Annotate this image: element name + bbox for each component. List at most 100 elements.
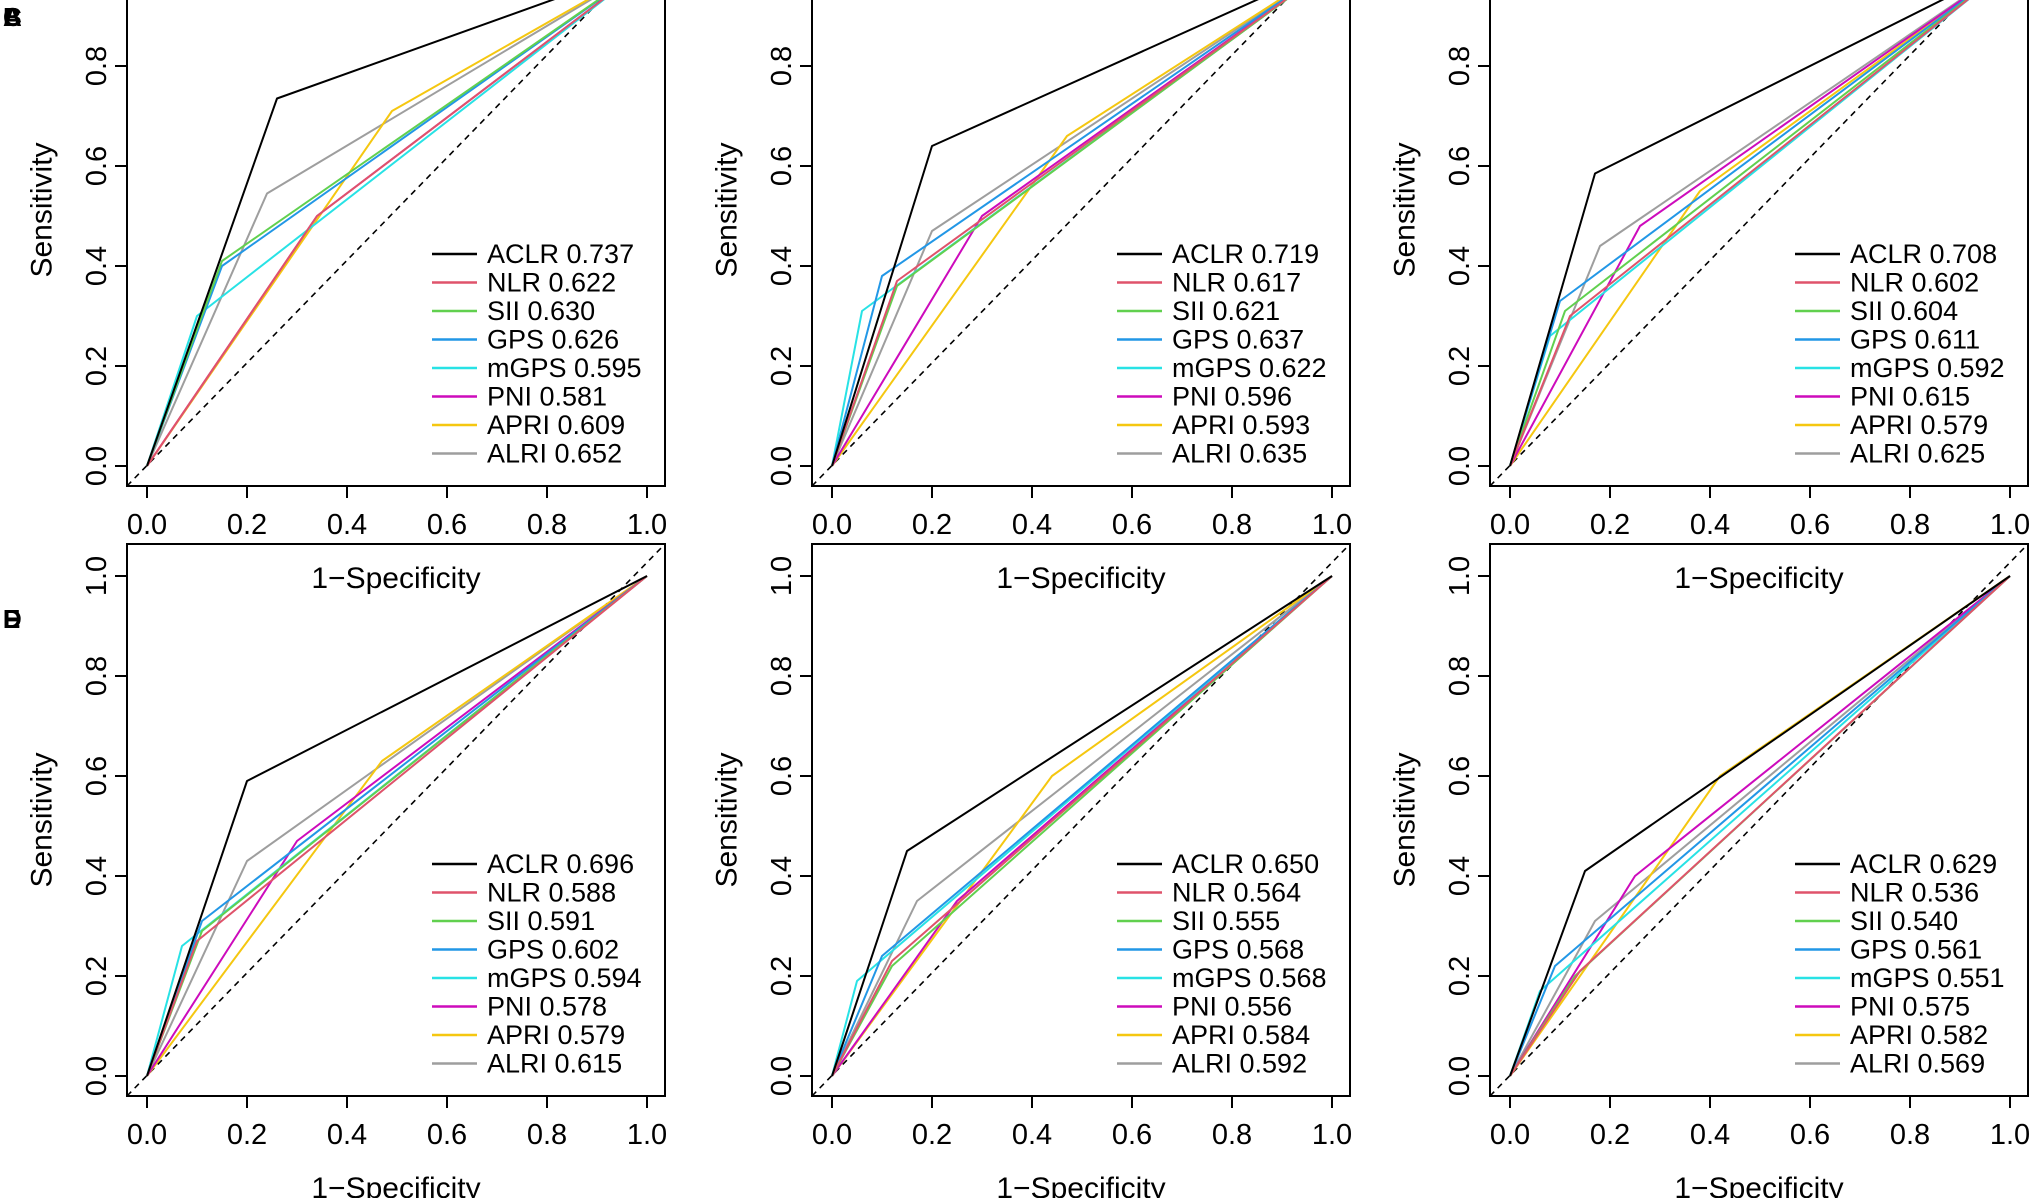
- y-tick-label: 0.2: [766, 346, 798, 386]
- y-tick-label: 0.4: [81, 246, 113, 286]
- roc-curve-apri: [831, 575, 1333, 1077]
- roc-curve-sii: [1509, 0, 1968, 467]
- legend-label-gps: GPS 0.626: [487, 325, 619, 355]
- legend-label-nlr: NLR 0.602: [1850, 268, 1979, 298]
- roc-curve-aclr: [831, 575, 1333, 1077]
- legend-label-pni: PNI 0.615: [1850, 382, 1970, 412]
- plot-frame: [126, 0, 666, 487]
- y-tick-label: 0.0: [766, 1056, 798, 1096]
- x-tick-label: 0.2: [227, 509, 267, 541]
- legend-label-alri: ALRI 0.592: [1172, 1049, 1307, 1079]
- x-axis-label: 1−Specificity: [996, 1172, 1165, 1198]
- legend-label-mgps: mGPS 0.568: [1172, 963, 1327, 993]
- y-axis-label: Sensitivity: [26, 752, 59, 887]
- legend-label-alri: ALRI 0.635: [1172, 439, 1307, 469]
- x-tick-label: 0.8: [527, 1119, 567, 1151]
- panel-letter-c: C: [3, 2, 22, 32]
- y-tick-label: 0.4: [766, 246, 798, 286]
- legend-label-mgps: mGPS 0.551: [1850, 963, 2005, 993]
- roc-curve-gps: [831, 0, 1285, 467]
- legend-label-alri: ALRI 0.652: [487, 439, 622, 469]
- y-axis-label: Sensitivity: [711, 752, 744, 887]
- legend-label-alri: ALRI 0.625: [1850, 439, 1985, 469]
- y-tick-label: 0.6: [81, 756, 113, 796]
- plot-frame: [126, 543, 666, 1097]
- roc-curve-nlr: [146, 575, 648, 1077]
- x-tick-label: 0.2: [227, 1119, 267, 1151]
- roc-curve-aclr: [146, 0, 556, 467]
- legend-label-nlr: NLR 0.564: [1172, 878, 1301, 908]
- x-axis-label: 1−Specificity: [311, 1172, 480, 1198]
- x-tick-label: 1.0: [1990, 1119, 2029, 1151]
- roc-curve-gps: [831, 575, 1333, 1077]
- legend-label-mgps: mGPS 0.594: [487, 963, 642, 993]
- roc-curve-alri: [831, 0, 1283, 467]
- legend-label-mgps: mGPS 0.592: [1850, 353, 2005, 383]
- legend-label-aclr: ACLR 0.708: [1850, 239, 1997, 269]
- y-tick-label: 0.8: [1444, 656, 1476, 696]
- y-tick-label: 0.2: [1444, 346, 1476, 386]
- y-tick-label: 0.0: [766, 446, 798, 486]
- y-tick-label: 0.2: [81, 956, 113, 996]
- y-tick-label: 0.2: [81, 346, 113, 386]
- panel-letter-f: F: [3, 604, 19, 634]
- roc-curve-aclr: [1509, 0, 1945, 467]
- legend-label-mgps: mGPS 0.595: [487, 353, 642, 383]
- y-tick-label: 0.2: [766, 956, 798, 996]
- y-tick-label: 1.0: [81, 556, 113, 596]
- panel-letter-d: D: [3, 604, 22, 634]
- x-tick-label: 0.8: [1890, 1119, 1930, 1151]
- plot-frame: [1489, 543, 2029, 1097]
- legend-label-aclr: ACLR 0.650: [1172, 849, 1319, 879]
- x-tick-label: 0.4: [1012, 1119, 1052, 1151]
- roc-curve-aclr: [1509, 575, 2011, 1077]
- panel-d: D 0.0 0.2 0.4 0.6 0.8 1.0 0.0 0.2 0.4 0.6 0.8 1.0 1−S…: [3, 543, 667, 1198]
- reference-diagonal: [126, 0, 602, 487]
- y-tick-label: 0.8: [766, 46, 798, 86]
- x-tick-label: 0.0: [812, 509, 852, 541]
- roc-curve-nlr: [831, 575, 1333, 1077]
- x-tick-label: 0.0: [812, 1119, 852, 1151]
- legend-label-gps: GPS 0.602: [487, 935, 619, 965]
- legend-label-apri: APRI 0.579: [1850, 410, 1988, 440]
- x-tick-label: 0.6: [1790, 509, 1830, 541]
- panel-a: A 0.0 0.2 0.4 0.6 0.8 1.0 0.0 0.2 0.4 0.6 0.8 1.0 1−S…: [3, 0, 667, 595]
- roc-curve-alri: [146, 575, 648, 1077]
- y-tick-label: 1.0: [766, 556, 798, 596]
- legend-label-apri: APRI 0.593: [1172, 410, 1310, 440]
- roc-curve-pni: [1509, 0, 1964, 467]
- legend-label-gps: GPS 0.611: [1850, 325, 1980, 355]
- y-tick-label: 0.4: [1444, 856, 1476, 896]
- x-tick-label: 0.4: [1012, 509, 1052, 541]
- x-tick-label: 0.2: [1590, 1119, 1630, 1151]
- x-tick-label: 0.6: [1112, 1119, 1152, 1151]
- x-tick-label: 0.2: [912, 509, 952, 541]
- y-axis-label: Sensitivity: [1389, 752, 1422, 887]
- y-tick-label: 0.4: [766, 856, 798, 896]
- legend-label-sii: SII 0.540: [1850, 906, 1958, 936]
- legend-label-sii: SII 0.591: [487, 906, 595, 936]
- legend-label-apri: APRI 0.584: [1172, 1020, 1310, 1050]
- x-tick-label: 0.0: [127, 509, 167, 541]
- roc-curve-pni: [146, 575, 648, 1077]
- y-tick-label: 0.4: [1444, 246, 1476, 286]
- y-tick-label: 1.0: [1444, 556, 1476, 596]
- legend-label-gps: GPS 0.568: [1172, 935, 1304, 965]
- legend-label-apri: APRI 0.582: [1850, 1020, 1988, 1050]
- x-tick-label: 0.2: [1590, 509, 1630, 541]
- reference-diagonal: [1489, 0, 1965, 487]
- x-tick-label: 0.0: [127, 1119, 167, 1151]
- y-tick-label: 0.8: [81, 46, 113, 86]
- legend-label-sii: SII 0.630: [487, 296, 595, 326]
- roc-curve-apri: [1509, 0, 1965, 467]
- legend-label-aclr: ACLR 0.629: [1850, 849, 1997, 879]
- x-axis-label: 1−Specificity: [996, 562, 1165, 595]
- roc-curve-aclr: [831, 0, 1259, 467]
- legend-label-pni: PNI 0.556: [1172, 992, 1292, 1022]
- legend-label-pni: PNI 0.581: [487, 382, 607, 412]
- x-tick-label: 0.8: [1890, 509, 1930, 541]
- y-tick-label: 0.8: [766, 656, 798, 696]
- legend-label-pni: PNI 0.575: [1850, 992, 1970, 1022]
- legend-label-sii: SII 0.621: [1172, 296, 1280, 326]
